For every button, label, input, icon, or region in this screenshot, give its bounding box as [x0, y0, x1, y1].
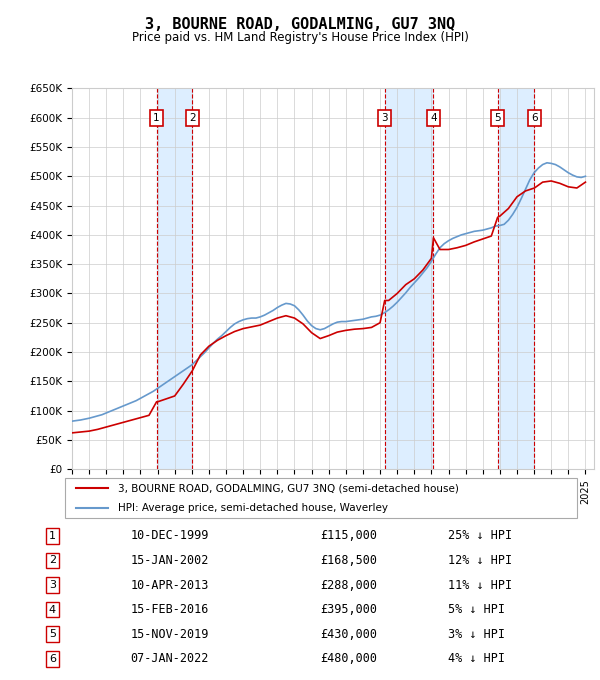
Bar: [385, 88, 433, 469]
Text: 6: 6: [531, 113, 538, 122]
Text: 4: 4: [49, 605, 56, 615]
Text: Price paid vs. HM Land Registry's House Price Index (HPI): Price paid vs. HM Land Registry's House …: [131, 31, 469, 44]
FancyBboxPatch shape: [65, 478, 577, 518]
Text: 10-DEC-1999: 10-DEC-1999: [130, 530, 209, 543]
Text: 1: 1: [49, 531, 56, 541]
Text: 07-JAN-2022: 07-JAN-2022: [130, 652, 209, 665]
Text: 3: 3: [49, 580, 56, 590]
Text: 3, BOURNE ROAD, GODALMING, GU7 3NQ (semi-detached house): 3, BOURNE ROAD, GODALMING, GU7 3NQ (semi…: [118, 483, 459, 494]
Text: £395,000: £395,000: [320, 603, 377, 616]
Text: 15-JAN-2002: 15-JAN-2002: [130, 554, 209, 567]
Text: 15-NOV-2019: 15-NOV-2019: [130, 628, 209, 641]
Text: 10-APR-2013: 10-APR-2013: [130, 579, 209, 592]
Text: £430,000: £430,000: [320, 628, 377, 641]
Text: 2: 2: [49, 556, 56, 566]
Text: 25% ↓ HPI: 25% ↓ HPI: [449, 530, 512, 543]
Text: 11% ↓ HPI: 11% ↓ HPI: [449, 579, 512, 592]
Text: 15-FEB-2016: 15-FEB-2016: [130, 603, 209, 616]
Text: 5% ↓ HPI: 5% ↓ HPI: [449, 603, 505, 616]
Text: 5: 5: [49, 629, 56, 639]
Text: 3% ↓ HPI: 3% ↓ HPI: [449, 628, 505, 641]
Bar: [497, 88, 535, 469]
Text: £288,000: £288,000: [320, 579, 377, 592]
Text: 4% ↓ HPI: 4% ↓ HPI: [449, 652, 505, 665]
Text: 3, BOURNE ROAD, GODALMING, GU7 3NQ: 3, BOURNE ROAD, GODALMING, GU7 3NQ: [145, 17, 455, 32]
Text: 4: 4: [430, 113, 437, 122]
Text: 6: 6: [49, 653, 56, 664]
Text: £115,000: £115,000: [320, 530, 377, 543]
Text: 3: 3: [382, 113, 388, 122]
Text: 1: 1: [153, 113, 160, 122]
Text: £168,500: £168,500: [320, 554, 377, 567]
Bar: [157, 88, 193, 469]
Text: £480,000: £480,000: [320, 652, 377, 665]
Text: 12% ↓ HPI: 12% ↓ HPI: [449, 554, 512, 567]
Text: 5: 5: [494, 113, 501, 122]
Text: HPI: Average price, semi-detached house, Waverley: HPI: Average price, semi-detached house,…: [118, 503, 388, 513]
Text: 2: 2: [189, 113, 196, 122]
